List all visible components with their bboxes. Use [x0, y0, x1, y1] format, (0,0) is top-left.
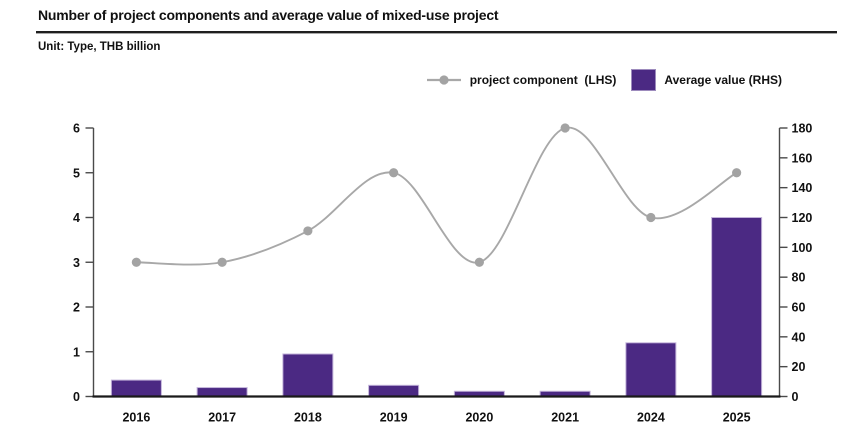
right-tick-label-80: 80 — [792, 271, 806, 285]
left-tick-label-0: 0 — [73, 390, 80, 404]
legend-label-project-component: project component (LHS) — [469, 73, 617, 87]
right-tick-label-0: 0 — [792, 390, 799, 404]
right-tick-label-100: 100 — [792, 241, 813, 255]
line-point-2024 — [646, 212, 656, 223]
right-tick-label-20: 20 — [792, 360, 806, 374]
line-marker-icon — [426, 75, 461, 85]
line-point-2021 — [560, 123, 570, 133]
legend-label-average-value: Average value (RHS) — [664, 73, 782, 87]
right-tick-label-180: 180 — [792, 122, 813, 136]
left-tick-label-6: 6 — [73, 122, 80, 136]
right-tick-label-120: 120 — [792, 211, 813, 225]
line-point-2025 — [732, 168, 742, 178]
x-label-2021: 2021 — [551, 411, 579, 425]
project-component-line — [136, 126, 738, 266]
right-tick-label-140: 140 — [792, 181, 813, 195]
x-label-2018: 2018 — [294, 411, 322, 425]
bar-2018 — [282, 353, 334, 397]
x-label-2025: 2025 — [723, 411, 751, 425]
line-point-2016 — [131, 257, 141, 267]
right-tick-label-60: 60 — [792, 301, 806, 315]
x-label-2024: 2024 — [637, 411, 665, 425]
bar-2017 — [196, 387, 248, 397]
page-title: Number of project components and average… — [38, 7, 499, 23]
left-tick-label-5: 5 — [73, 166, 80, 180]
bar-2019 — [368, 384, 420, 397]
right-tick-label-160: 160 — [792, 151, 813, 165]
right-tick-label-40: 40 — [792, 330, 806, 344]
unit-label: Unit: Type, THB billion — [38, 41, 161, 53]
title-underline — [36, 31, 837, 33]
legend-item-average-value: Average value (RHS) — [631, 69, 782, 91]
x-label-2016: 2016 — [122, 411, 150, 425]
bar-2024 — [625, 342, 677, 397]
left-tick-label-1: 1 — [73, 345, 80, 359]
x-label-2020: 2020 — [465, 411, 493, 425]
x-label-2017: 2017 — [208, 411, 236, 425]
line-point-2019 — [389, 168, 399, 178]
line-point-2020 — [474, 257, 484, 267]
left-tick-label-3: 3 — [73, 256, 80, 270]
x-label-2019: 2019 — [380, 411, 408, 425]
bar-2016 — [110, 379, 162, 398]
legend: project component (LHS) Average value (R… — [0, 67, 782, 93]
left-tick-label-2: 2 — [73, 301, 80, 315]
left-tick-label-4: 4 — [73, 211, 80, 225]
box-marker-icon — [631, 69, 657, 91]
line-point-2017 — [217, 257, 227, 267]
legend-item-project-component: project component (LHS) — [426, 73, 617, 87]
line-point-2018 — [303, 226, 313, 236]
bar-2025 — [711, 217, 763, 397]
